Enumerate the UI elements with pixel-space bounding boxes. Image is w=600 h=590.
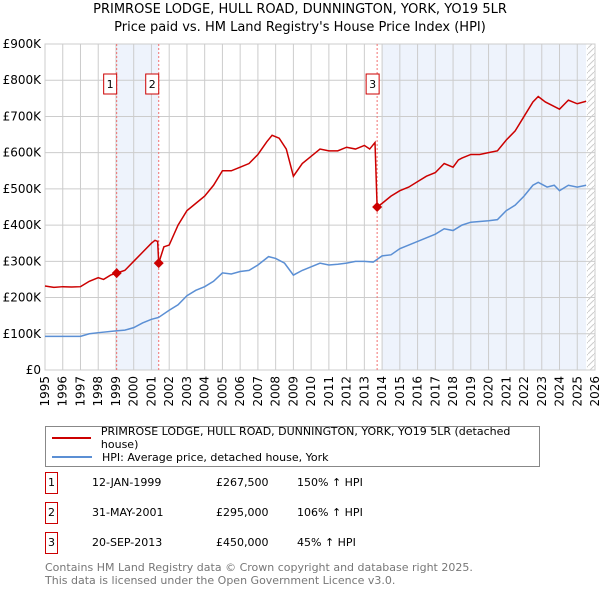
sale-point bbox=[111, 268, 122, 279]
sale-price: £267,500 bbox=[216, 476, 269, 489]
y-tick-label: £200K bbox=[3, 291, 43, 305]
y-tick-label: £900K bbox=[3, 37, 43, 51]
sale-badge-label: 2 bbox=[149, 78, 156, 91]
sale-badge-box bbox=[103, 73, 118, 95]
x-tick-label: 2020 bbox=[482, 376, 496, 407]
legend-label-property: PRIMROSE LODGE, HULL ROAD, DUNNINGTON, Y… bbox=[100, 425, 511, 451]
forecast-hatch bbox=[587, 44, 595, 370]
sale-row-badge: 2 bbox=[45, 502, 58, 524]
sale-price: £295,000 bbox=[216, 506, 269, 519]
y-tick-label: £700K bbox=[3, 109, 43, 123]
x-tick-label: 2006 bbox=[233, 376, 247, 407]
sale-date: 20-SEP-2013 bbox=[92, 536, 163, 549]
x-tick-label: 1995 bbox=[38, 376, 52, 407]
footer: Contains HM Land Registry data © Crown c… bbox=[45, 561, 473, 587]
legend-item-hpi: HPI: Average price, detached house, York bbox=[52, 449, 329, 465]
x-tick-label: 2004 bbox=[198, 376, 212, 407]
sale-point bbox=[153, 258, 164, 269]
x-tick-label: 2025 bbox=[570, 376, 584, 407]
legend: PRIMROSE LODGE, HULL ROAD, DUNNINGTON, Y… bbox=[45, 425, 540, 467]
footer-line-2: This data is licensed under the Open Gov… bbox=[45, 574, 396, 587]
sale-badge-label: 1 bbox=[107, 78, 114, 91]
legend-swatch-hpi bbox=[52, 456, 92, 458]
x-tick-label: 2003 bbox=[180, 376, 194, 407]
sale-point bbox=[372, 202, 383, 212]
x-tick-label: 2022 bbox=[517, 376, 531, 407]
x-tick-label: 2016 bbox=[411, 376, 425, 407]
x-tick-label: 2007 bbox=[251, 376, 265, 407]
x-tick-label: 2013 bbox=[357, 376, 371, 407]
y-tick-label: £600K bbox=[3, 146, 43, 160]
x-tick-label: 2026 bbox=[588, 376, 600, 407]
legend-label-hpi: HPI: Average price, detached house, York bbox=[102, 450, 329, 464]
legend-swatch-property bbox=[52, 437, 91, 439]
x-tick-label: 2002 bbox=[162, 376, 176, 407]
sale-row-badge: 1 bbox=[45, 472, 58, 494]
property-price-line bbox=[44, 95, 587, 289]
x-tick-label: 2014 bbox=[375, 376, 389, 407]
x-tick-label: 2021 bbox=[499, 376, 513, 407]
shaded-period bbox=[382, 44, 587, 370]
y-tick-label: £500K bbox=[3, 182, 43, 196]
x-tick-label: 2024 bbox=[553, 376, 567, 407]
sale-badge-box bbox=[365, 73, 380, 95]
price-chart: 1995 1996 1997 1998 1999 2000 2001 2002 2003 2004… bbox=[3, 37, 600, 407]
sale-date: 12-JAN-1999 bbox=[92, 476, 162, 489]
sale-hpi-change: 45% ↑ HPI bbox=[297, 536, 356, 549]
x-tick-label: 2009 bbox=[286, 376, 300, 407]
x-tick-label: 2010 bbox=[304, 376, 318, 407]
x-tick-label: 2012 bbox=[340, 376, 354, 407]
x-tick-label: 2001 bbox=[144, 376, 158, 407]
y-tick-label: £800K bbox=[3, 73, 43, 87]
sale-badge-label: 3 bbox=[369, 78, 376, 91]
y-tick-label: £100K bbox=[3, 327, 43, 341]
y-tick-label: £300K bbox=[3, 254, 43, 268]
plot-border bbox=[44, 43, 596, 371]
x-tick-label: 2017 bbox=[428, 376, 442, 407]
x-tick-label: 2015 bbox=[393, 376, 407, 407]
x-tick-label: 1998 bbox=[91, 376, 105, 407]
sale-row-badge: 3 bbox=[45, 532, 58, 554]
x-tick-label: 2005 bbox=[215, 376, 229, 407]
x-tick-label: 2018 bbox=[446, 376, 460, 407]
hpi-line bbox=[45, 181, 587, 338]
chart-title: PRIMROSE LODGE, HULL ROAD, DUNNINGTON, Y… bbox=[93, 2, 507, 17]
x-tick-label: 1996 bbox=[56, 376, 70, 407]
x-tick-label: 1997 bbox=[73, 376, 87, 407]
x-tick-label: 2023 bbox=[535, 376, 549, 407]
chart-subtitle: Price paid vs. HM Land Registry's House … bbox=[114, 20, 486, 35]
footer-line-1: Contains HM Land Registry data © Crown c… bbox=[45, 561, 473, 574]
sale-badge-box bbox=[145, 73, 160, 95]
legend-item-property: PRIMROSE LODGE, HULL ROAD, DUNNINGTON, Y… bbox=[52, 425, 539, 451]
y-tick-label: £0 bbox=[26, 363, 41, 377]
x-tick-label: 1999 bbox=[109, 376, 123, 407]
sale-hpi-change: 150% ↑ HPI bbox=[297, 476, 363, 489]
sale-hpi-change: 106% ↑ HPI bbox=[297, 506, 363, 519]
y-tick-label: £400K bbox=[3, 218, 43, 232]
x-tick-label: 2000 bbox=[127, 376, 141, 407]
sale-date: 31-MAY-2001 bbox=[92, 506, 164, 519]
x-tick-label: 2008 bbox=[269, 376, 283, 407]
x-tick-label: 2011 bbox=[322, 376, 336, 407]
x-tick-label: 2019 bbox=[464, 376, 478, 407]
sale-price: £450,000 bbox=[216, 536, 269, 549]
